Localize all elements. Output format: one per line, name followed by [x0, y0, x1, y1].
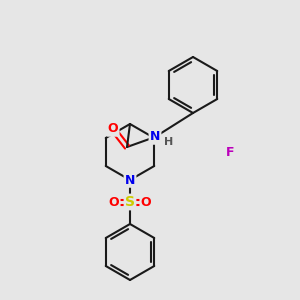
Text: N: N: [150, 130, 160, 143]
Text: F: F: [226, 146, 234, 158]
Text: O: O: [108, 122, 118, 136]
Text: S: S: [125, 195, 135, 209]
Text: N: N: [125, 173, 135, 187]
Text: O: O: [141, 196, 151, 208]
Text: H: H: [164, 137, 174, 147]
Text: O: O: [109, 196, 119, 208]
